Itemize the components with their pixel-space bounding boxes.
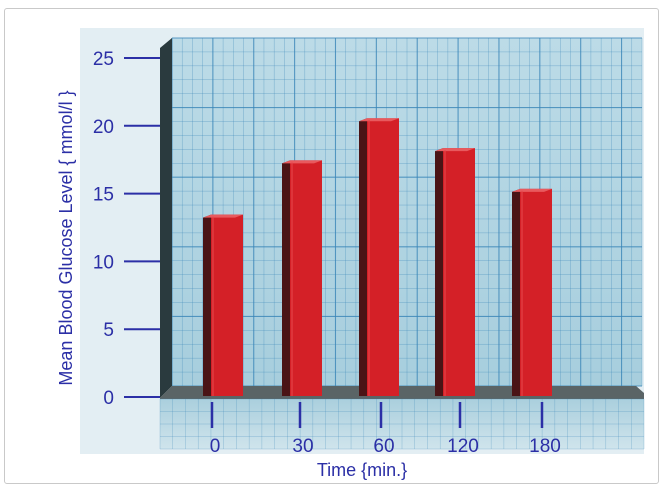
x-axis: 0 30 60 120 180	[210, 402, 561, 457]
x-tick-label: 120	[447, 436, 479, 457]
bar-front	[211, 214, 243, 396]
floor-front	[160, 399, 644, 449]
bar	[282, 160, 322, 396]
bars	[203, 118, 552, 397]
bar	[512, 188, 552, 396]
bar-side	[282, 160, 290, 396]
bar-front	[290, 160, 322, 396]
bar-side	[359, 118, 367, 397]
x-tick-label: 180	[529, 436, 561, 457]
bar	[359, 118, 399, 397]
bar-front	[443, 148, 475, 396]
bar-side	[203, 214, 211, 396]
floor-grid	[159, 398, 645, 450]
y-tick-label: 20	[93, 117, 114, 138]
x-tick-label: 60	[373, 436, 394, 457]
y-tick-label: 5	[103, 320, 114, 341]
side-wall	[160, 38, 172, 398]
bar-side	[435, 148, 443, 396]
y-axis: 0 5 10 15 20 25	[93, 49, 160, 409]
y-axis-label: Mean Blood Glucose Level { mmol/l }	[56, 90, 76, 385]
x-axis-label: Time {min.}	[317, 460, 407, 480]
x-tick-label: 30	[292, 436, 313, 457]
bar-side	[512, 188, 520, 396]
x-tick-label: 0	[210, 436, 221, 457]
bar-front	[367, 118, 399, 397]
bar	[203, 214, 243, 396]
side-wall-panel	[160, 38, 172, 398]
y-tick-label: 15	[93, 185, 114, 206]
y-tick-label: 0	[103, 388, 114, 409]
y-tick-label: 10	[93, 252, 114, 273]
y-tick-label: 25	[93, 49, 114, 70]
bar	[435, 148, 475, 396]
bar-front	[520, 188, 552, 396]
